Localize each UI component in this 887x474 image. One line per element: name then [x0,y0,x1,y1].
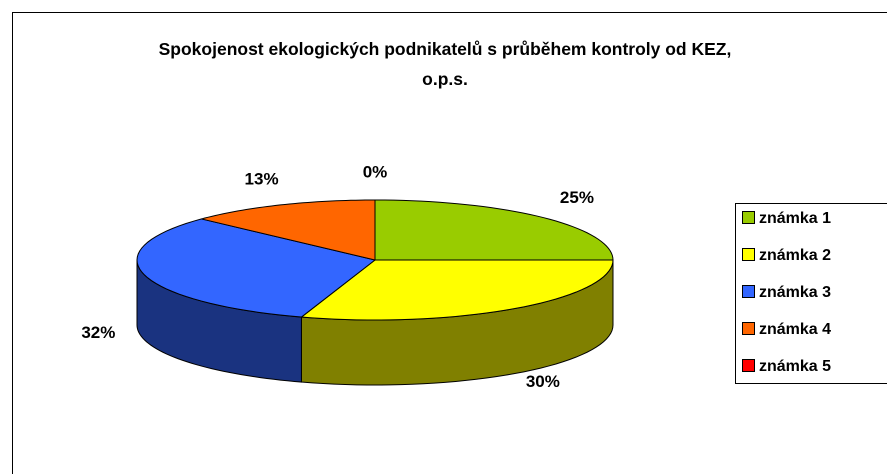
data-label: 13% [245,170,279,189]
legend-swatch [742,322,755,335]
slice [300,259,614,321]
legend-label: známka 3 [759,284,831,301]
legend-swatch [742,285,755,298]
slice [136,218,377,318]
legend-swatch [742,248,755,261]
legend-swatch [742,359,755,372]
slice [374,199,614,261]
legend-box [735,203,887,384]
legend-label: známka 2 [759,247,831,264]
chart-title: Spokojenost ekologických podnikatelů s p… [158,39,732,89]
legend-label: známka 4 [759,321,831,338]
legend-label: známka 1 [759,210,831,227]
slice [201,199,376,261]
data-label: 32% [81,323,115,342]
legend-swatch [742,211,755,224]
data-label: 25% [560,188,594,207]
data-label: 30% [526,372,560,391]
legend-label: známka 5 [759,358,831,375]
data-label: 0% [363,162,388,181]
